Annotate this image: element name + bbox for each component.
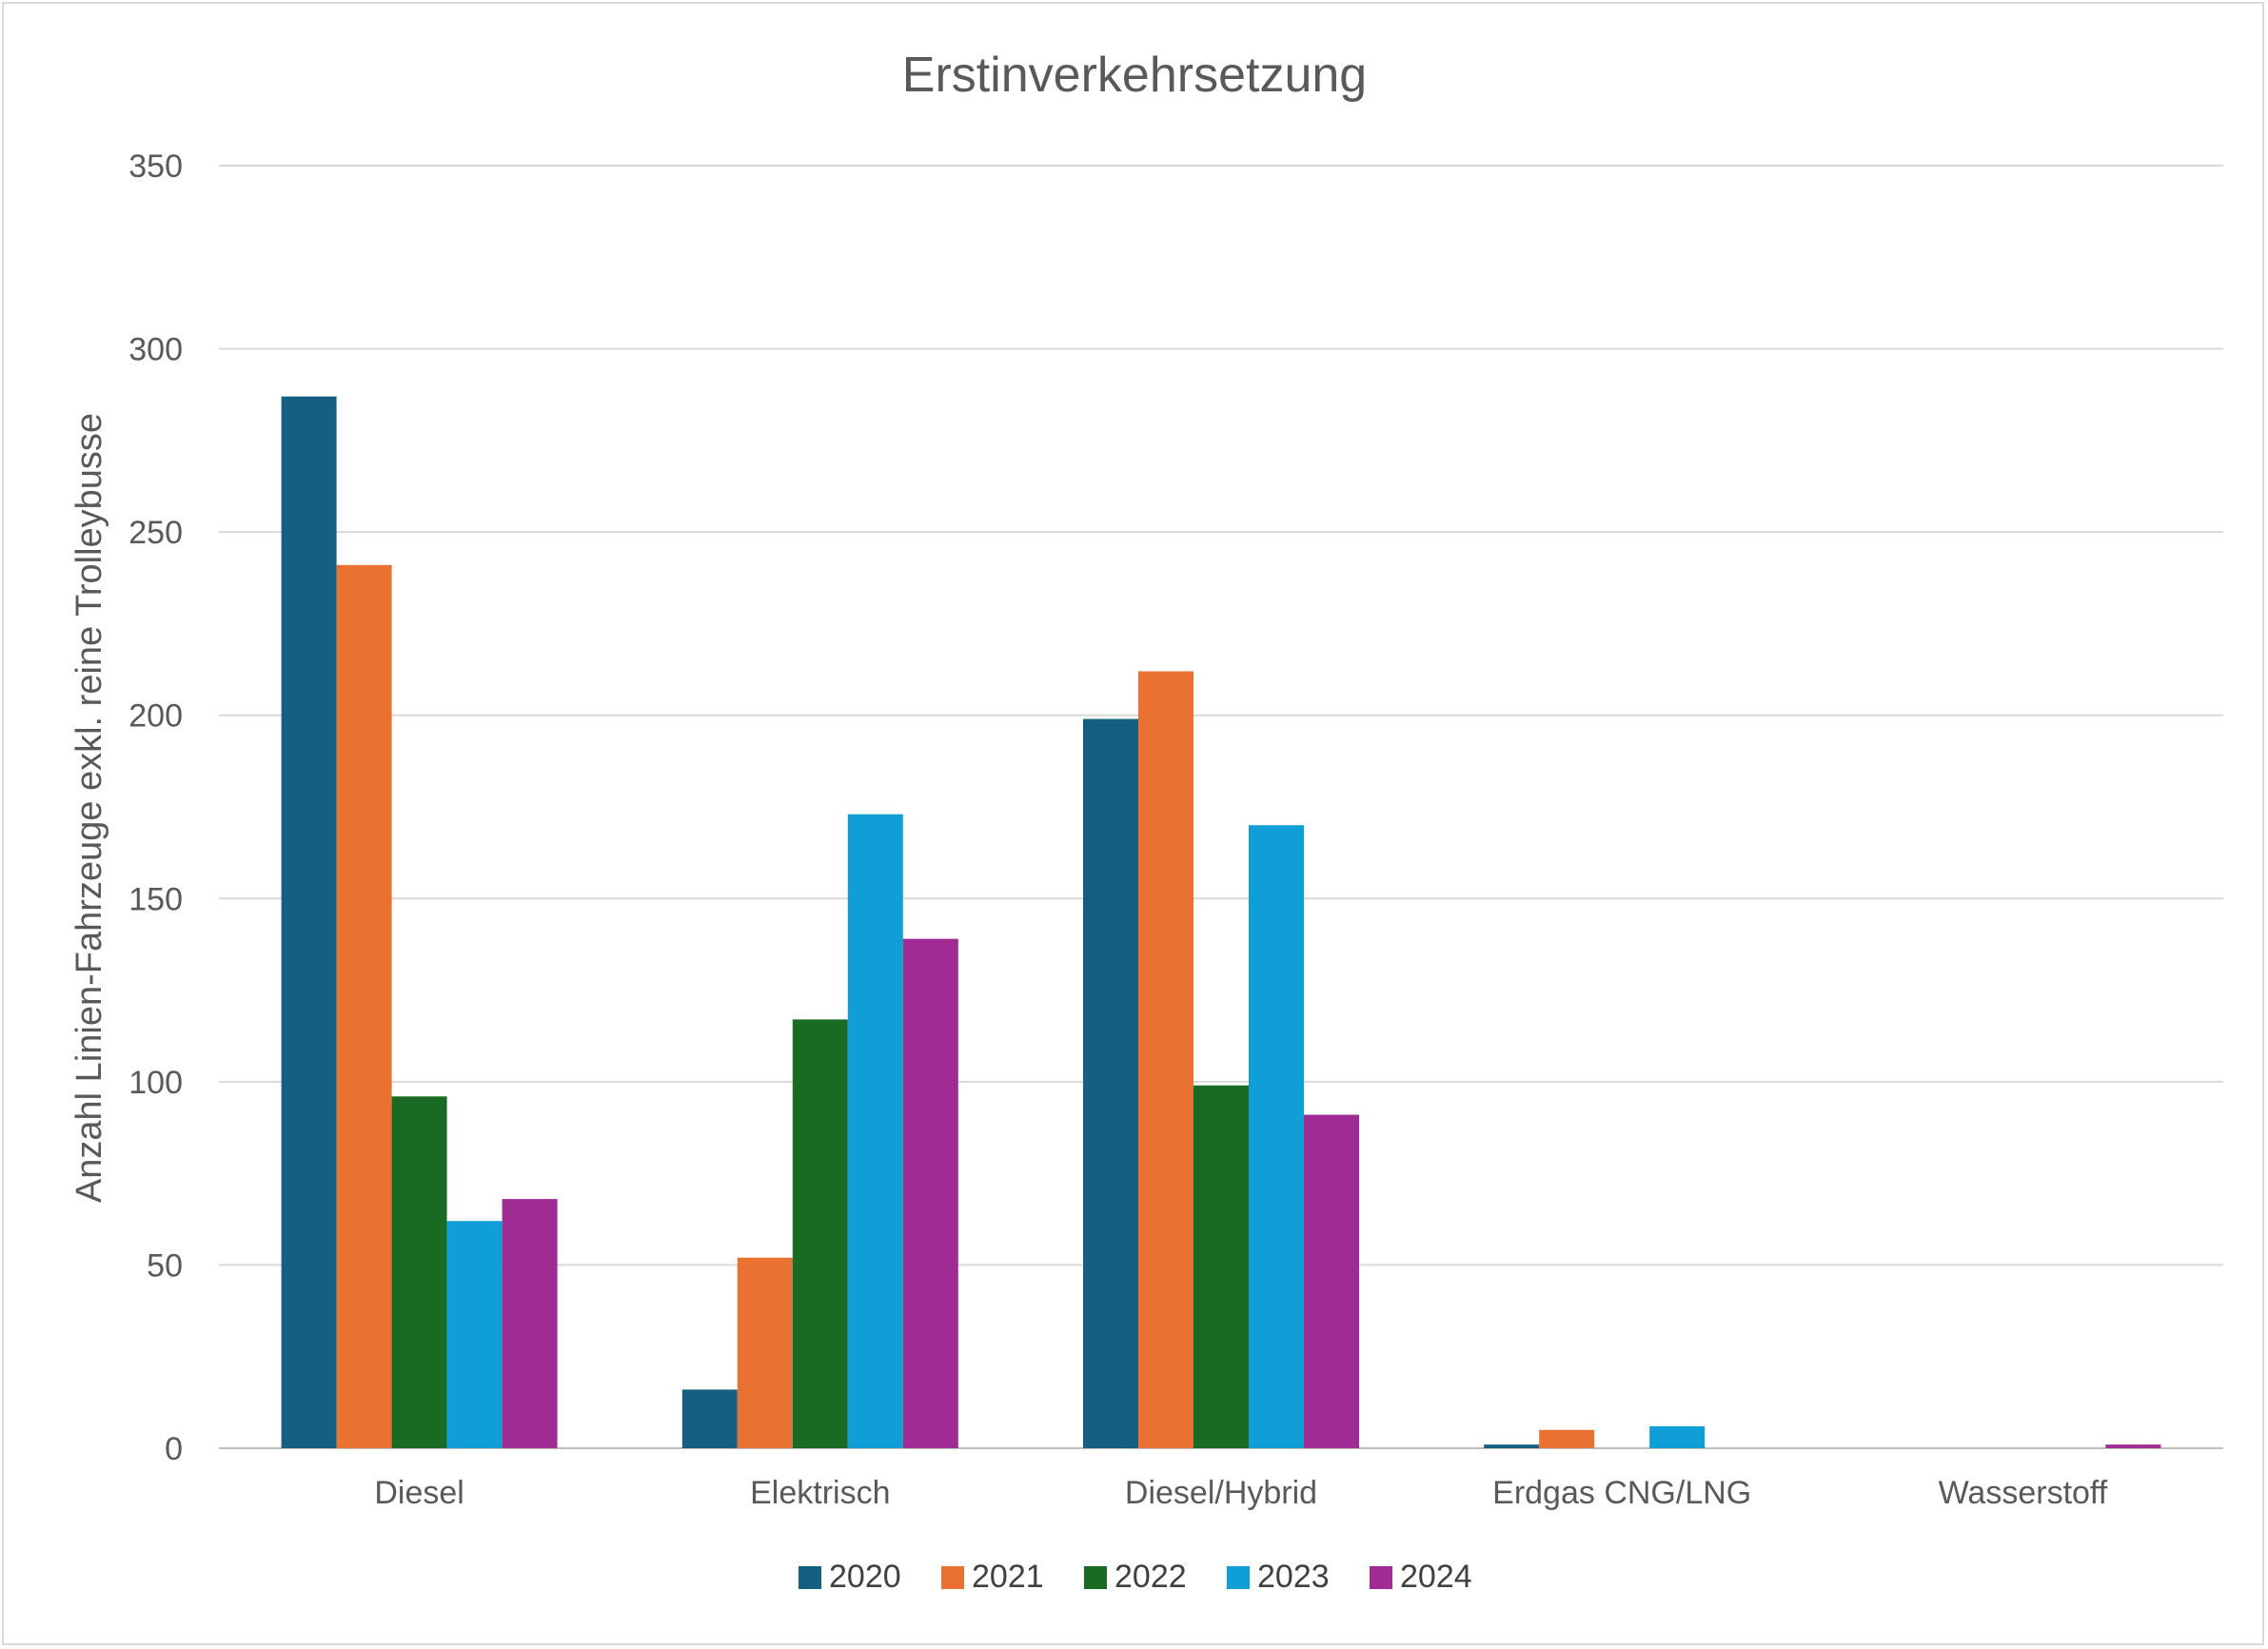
bar-2021-erdgas-cng-lng [1539, 1429, 1595, 1448]
bar-2023-diesel-hybrid [1249, 825, 1304, 1448]
bar-2022-elektrisch [792, 1019, 848, 1448]
x-category-label: Diesel [374, 1475, 463, 1511]
bar-2024-diesel-hybrid [1304, 1114, 1359, 1448]
legend-label-2021: 2021 [972, 1559, 1044, 1595]
legend-label-2024: 2024 [1400, 1559, 1472, 1595]
y-tick-label: 200 [128, 698, 183, 735]
y-tick-label: 50 [147, 1247, 183, 1284]
bar-2023-erdgas-cng-lng [1649, 1425, 1706, 1448]
chart-title: Erstinverkehrsetzung [902, 48, 1367, 103]
x-category-label: Diesel/Hybrid [1125, 1475, 1317, 1511]
bar-2021-diesel [336, 564, 392, 1448]
bar-2024-wasserstoff [2105, 1444, 2161, 1448]
legend-label-2020: 2020 [829, 1559, 901, 1595]
bar-2022-diesel-hybrid [1193, 1085, 1249, 1448]
bar-2020-erdgas-cng-lng [1484, 1444, 1540, 1448]
x-axis-labels: Diesel Elektrisch Diesel/Hybrid Erdgas CNG/… [374, 1475, 2107, 1511]
bar-chart: Erstinverkehrsetzung Anzahl Linien-Fahrz… [69, 48, 2223, 1595]
legend-label-2022: 2022 [1114, 1559, 1187, 1595]
y-tick-label: 350 [128, 148, 183, 185]
x-category-label: Wasserstoff [1939, 1475, 2108, 1511]
bar-2024-diesel [502, 1199, 558, 1448]
y-tick-label: 250 [128, 515, 183, 551]
bar-2021-diesel-hybrid [1138, 671, 1193, 1448]
y-axis-title: Anzahl Linien-Fahrzeuge exkl. reine Trol… [69, 413, 109, 1203]
legend-swatch-2022 [1084, 1566, 1107, 1589]
legend-swatch-2021 [941, 1566, 964, 1589]
bar-2024-elektrisch [902, 938, 958, 1448]
bar-2022-diesel [391, 1096, 447, 1448]
legend-swatch-2024 [1370, 1566, 1392, 1589]
x-category-label: Elektrisch [750, 1475, 890, 1511]
x-category-label: Erdgas CNG/LNG [1492, 1475, 1751, 1511]
y-axis-ticks: 0 50 100 150 200 250 300 350 [128, 148, 183, 1467]
legend-swatch-2023 [1227, 1566, 1250, 1589]
y-tick-label: 0 [165, 1431, 183, 1467]
legend: 2020 2021 2022 2023 2024 [799, 1559, 1472, 1595]
y-tick-label: 100 [128, 1065, 183, 1101]
bar-2023-elektrisch [847, 814, 903, 1448]
bars [281, 396, 2161, 1448]
bar-2020-elektrisch [681, 1389, 738, 1448]
bar-2023-diesel [446, 1221, 503, 1448]
bar-2021-elektrisch [737, 1257, 793, 1448]
bar-2020-diesel [281, 396, 337, 1448]
y-tick-label: 300 [128, 332, 183, 368]
legend-swatch-2020 [799, 1566, 821, 1589]
bar-2020-diesel-hybrid [1083, 718, 1138, 1448]
y-tick-label: 150 [128, 881, 183, 917]
legend-label-2023: 2023 [1257, 1559, 1330, 1595]
